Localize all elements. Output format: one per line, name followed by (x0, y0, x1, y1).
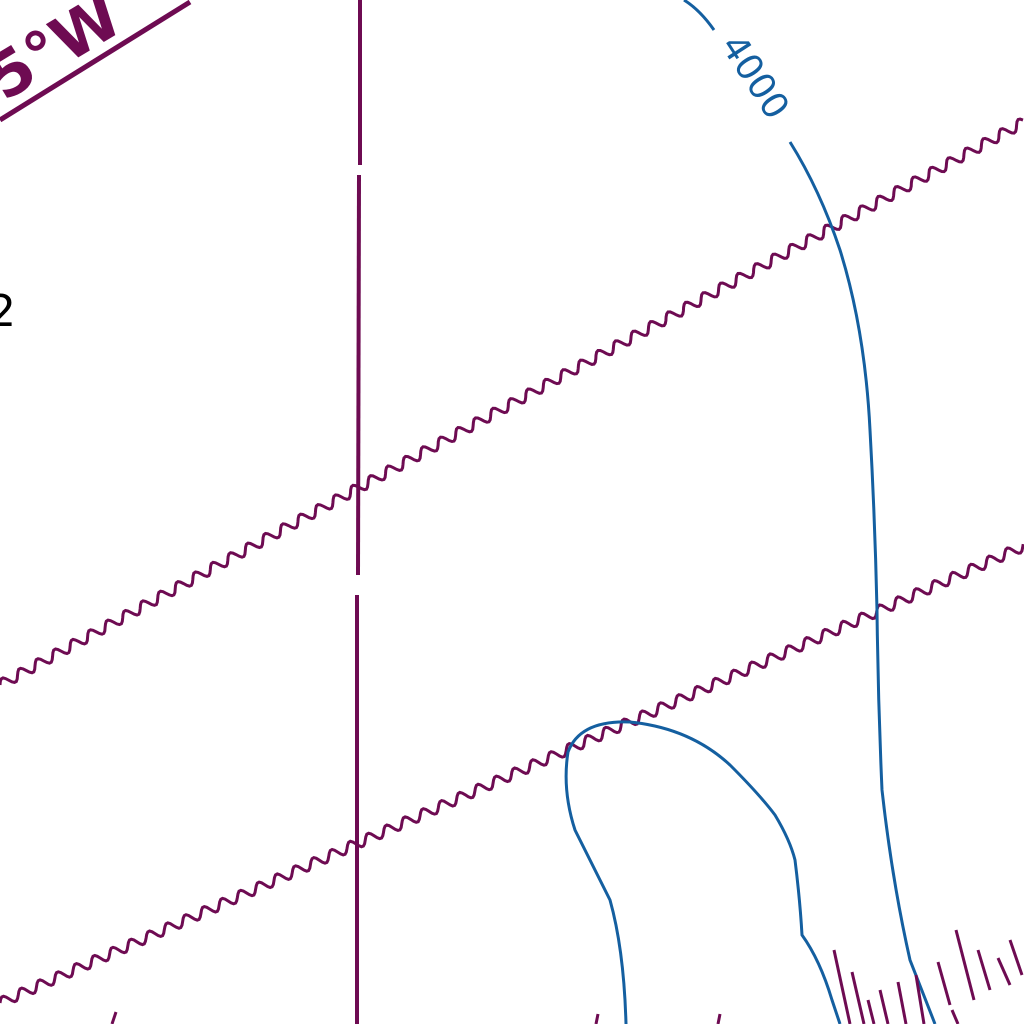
hachure-marks (832, 929, 1024, 1024)
hachure-stroke (1008, 939, 1024, 976)
hachure-stroke (996, 957, 1012, 986)
vertical-boundary-line (355, 0, 362, 1024)
wavy-boundary-line (0, 543, 1024, 1004)
hachure-stroke (866, 999, 876, 1024)
bottom-tick (716, 1013, 722, 1024)
wavy-boundary-lines (0, 117, 1024, 1004)
bottom-tick (110, 1011, 118, 1024)
hachure-stroke (914, 974, 926, 1024)
hachure-stroke (896, 981, 908, 1024)
hachure-stroke (850, 971, 866, 1024)
meridian-label-underline (0, 0, 192, 123)
contour-inner (564, 720, 842, 1024)
hachure-stroke (954, 929, 976, 1001)
hachure-stroke (950, 1009, 960, 1024)
partial-number-label: 2 (0, 286, 16, 337)
bottom-tick (594, 1013, 600, 1024)
meridian-label-group: 5°W (0, 0, 192, 123)
meridian-label: 5°W (0, 0, 134, 115)
bottom-ticks (110, 1011, 722, 1024)
hachure-stroke (936, 961, 952, 1006)
hachure-stroke (976, 949, 992, 991)
hachure-stroke (832, 949, 852, 1024)
wavy-boundary-line (0, 117, 1024, 686)
vertical-boundary-segment (356, 174, 361, 576)
contour-label-4000: 4000 (712, 28, 796, 127)
hachure-stroke (878, 989, 890, 1024)
contour-4000 (683, 0, 937, 1024)
